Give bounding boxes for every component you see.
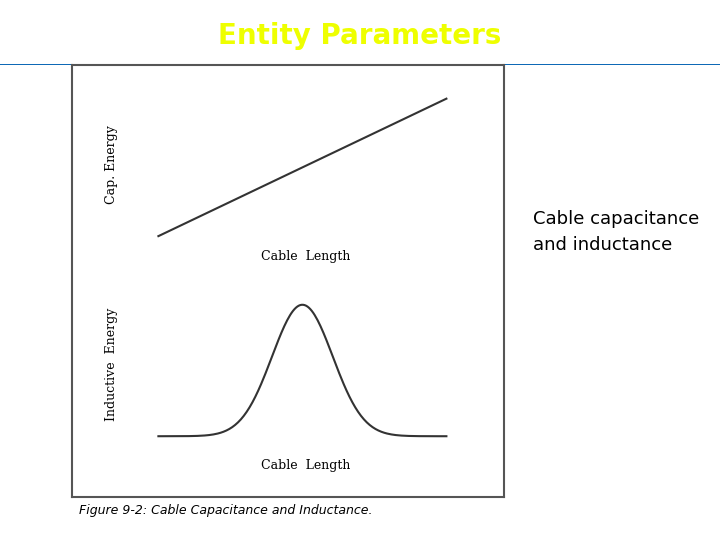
Text: Cap. Energy: Cap. Energy <box>105 125 118 204</box>
Text: Inductive  Energy: Inductive Energy <box>105 308 118 421</box>
Bar <box>0 64 720 65</box>
Bar <box>0 64 720 65</box>
Bar <box>0 64 720 65</box>
Bar <box>0 64 720 65</box>
Bar <box>0 64 720 65</box>
Bar <box>0 64 720 65</box>
Bar <box>0 64 720 65</box>
Bar <box>0 64 720 65</box>
Bar <box>0 64 720 65</box>
Bar <box>0 64 720 65</box>
Bar <box>0 64 720 65</box>
Bar <box>0 64 720 65</box>
Bar <box>0 64 720 65</box>
Text: Cable  Length: Cable Length <box>261 459 351 472</box>
Bar <box>0 64 720 65</box>
Bar <box>0 64 720 65</box>
Bar <box>0 64 720 65</box>
Bar <box>0 64 720 65</box>
Bar <box>0 64 720 65</box>
Bar <box>0 64 720 65</box>
Bar <box>0 64 720 65</box>
Text: Cable capacitance
and inductance: Cable capacitance and inductance <box>533 210 699 254</box>
Bar <box>0 64 720 65</box>
Bar <box>0 64 720 65</box>
Bar <box>0 64 720 65</box>
Bar <box>0 64 720 65</box>
Bar <box>0 64 720 65</box>
Bar <box>0 64 720 65</box>
Bar <box>0 64 720 65</box>
Bar <box>0 64 720 65</box>
Bar <box>0 64 720 65</box>
Bar <box>0 64 720 65</box>
Bar <box>0 64 720 65</box>
Bar <box>0 64 720 65</box>
Bar <box>0 64 720 65</box>
Bar <box>0 64 720 65</box>
Text: Cable  Length: Cable Length <box>261 250 351 263</box>
Bar <box>0 64 720 65</box>
Bar <box>0 64 720 65</box>
Text: Entity Parameters: Entity Parameters <box>218 22 502 50</box>
Bar <box>0 64 720 65</box>
Text: Figure 9-2: Cable Capacitance and Inductance.: Figure 9-2: Cable Capacitance and Induct… <box>79 504 373 517</box>
Bar <box>0 64 720 65</box>
Bar <box>0 64 720 65</box>
Bar <box>0 64 720 65</box>
Bar <box>0 64 720 65</box>
Bar <box>0 64 720 65</box>
